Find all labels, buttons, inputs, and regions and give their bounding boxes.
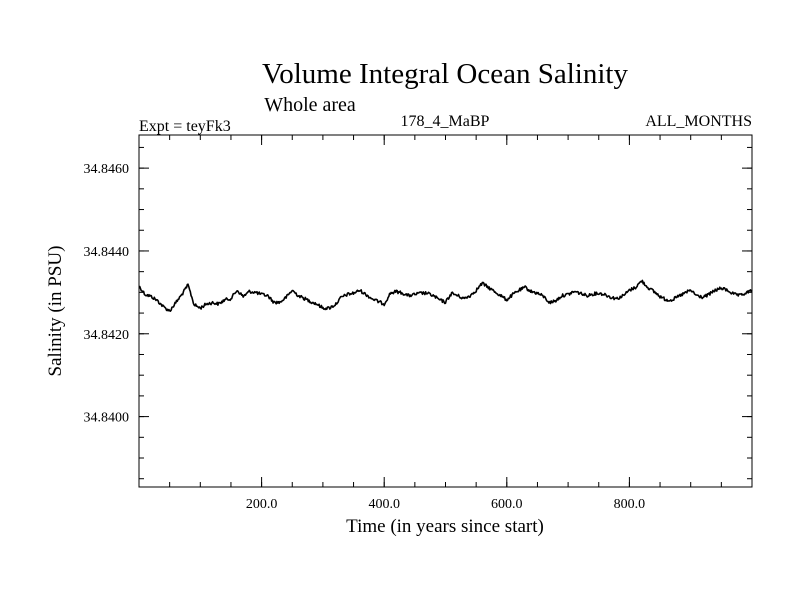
experiment-label: Expt = teyFk3 <box>139 118 231 135</box>
x-axis: 200.0 400.0 600.0 800.0 <box>169 135 722 512</box>
months-label: ALL_MONTHS <box>645 113 752 130</box>
period-label: 178_4_MaBP <box>401 113 490 130</box>
y-axis-label: Salinity (in PSU) <box>45 246 66 377</box>
x-tick-label: 200.0 <box>246 497 278 512</box>
plot-frame <box>138 134 753 488</box>
chart-title: Volume Integral Ocean Salinity <box>262 58 628 90</box>
y-tick-label: 34.8460 <box>84 162 130 177</box>
x-tick-label: 400.0 <box>368 497 400 512</box>
y-tick-label: 34.8440 <box>84 245 130 260</box>
y-tick-label: 34.8420 <box>84 328 130 343</box>
x-tick-label: 600.0 <box>491 497 523 512</box>
y-tick-label: 34.8400 <box>84 411 130 426</box>
series-line-teyFk3 <box>139 279 753 312</box>
series-layer <box>139 279 753 312</box>
y-axis: 34.8400 34.8420 34.8440 34.8460 <box>84 146 752 480</box>
x-tick-label: 800.0 <box>614 497 646 512</box>
x-axis-label: Time (in years since start) <box>346 516 544 537</box>
chart-subtitle: Whole area <box>264 94 356 116</box>
